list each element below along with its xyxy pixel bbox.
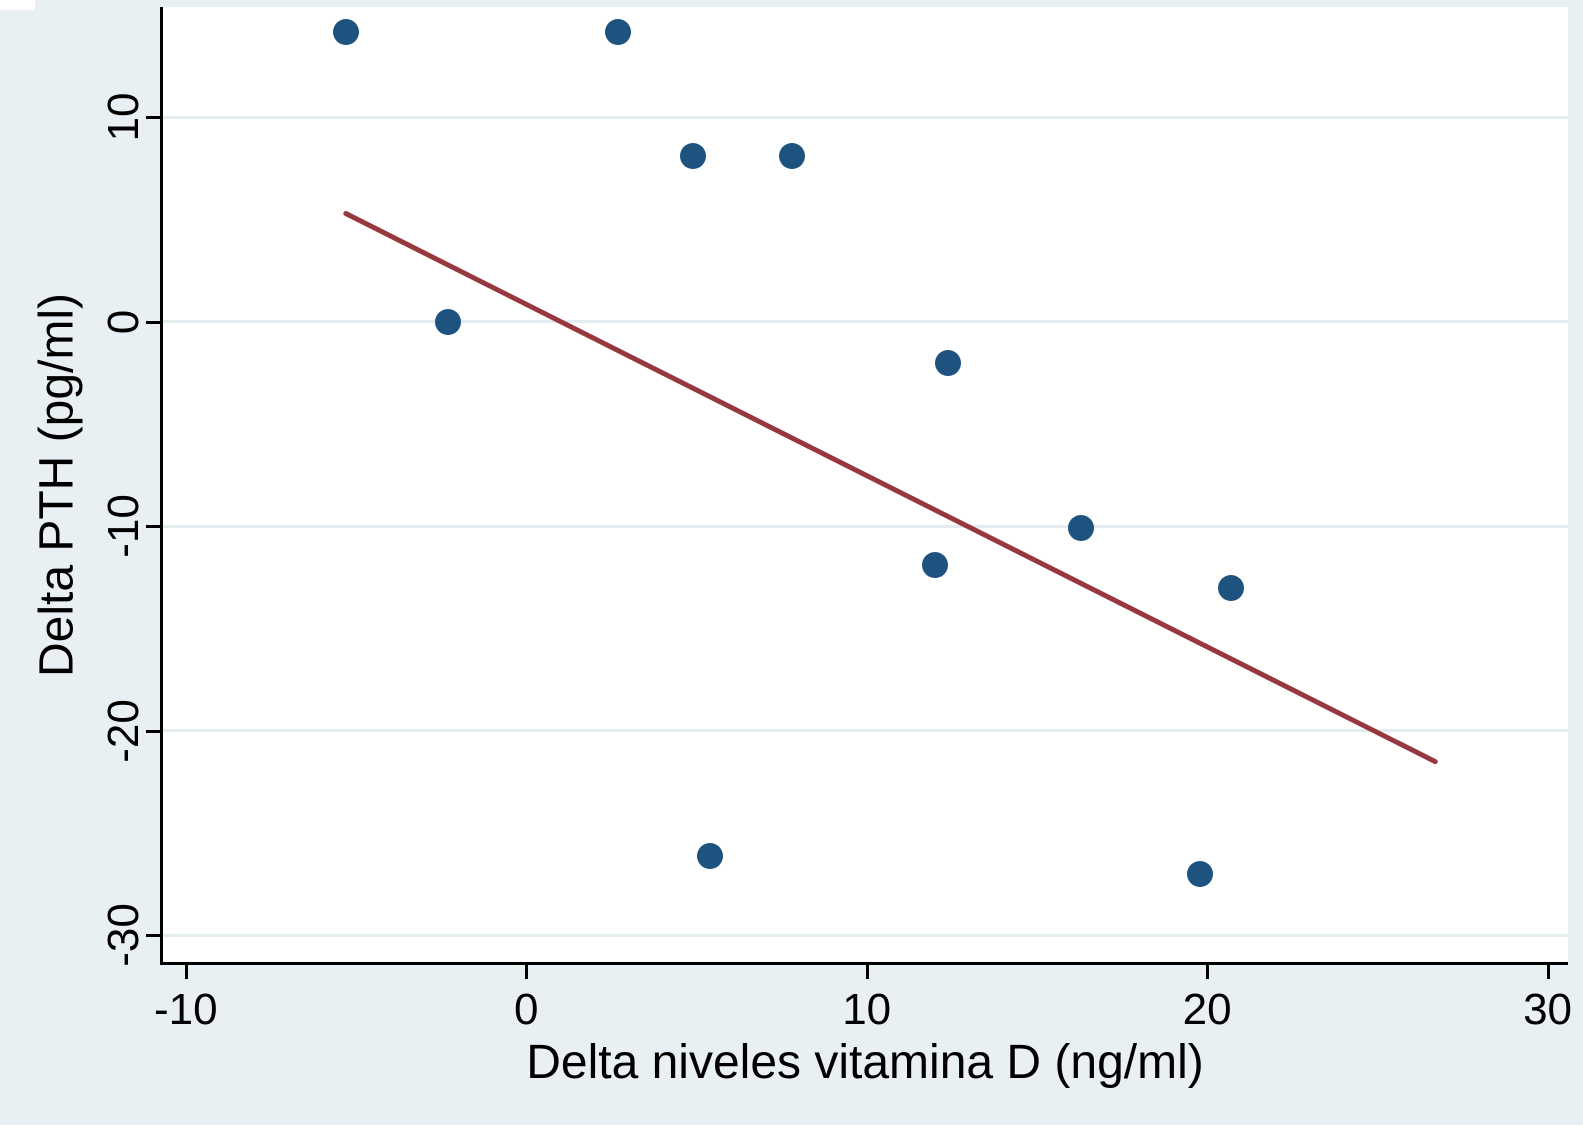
gridline xyxy=(162,729,1568,733)
y-tick-mark xyxy=(146,525,160,529)
gridline xyxy=(162,115,1568,119)
x-tick-mark xyxy=(865,965,869,979)
x-axis-title: Delta niveles vitamina D (ng/ml) xyxy=(526,1036,1204,1089)
y-tick-label: -30 xyxy=(99,903,148,968)
x-tick-mark xyxy=(184,965,188,979)
x-tick-mark xyxy=(525,965,529,979)
y-tick-label: -10 xyxy=(99,494,148,559)
plot-area xyxy=(162,7,1568,962)
y-axis-title: Delta PTH (pg/ml) xyxy=(30,292,84,678)
y-tick-label: -20 xyxy=(99,699,148,763)
x-tick-label: 10 xyxy=(842,985,892,1034)
y-tick-mark xyxy=(146,729,160,733)
top-left-edge-artifact xyxy=(0,0,35,10)
scatter-point xyxy=(434,308,461,335)
scatter-point xyxy=(605,18,632,45)
gridline xyxy=(162,320,1568,324)
x-tick-mark xyxy=(1206,965,1210,979)
fit-line-layer xyxy=(343,211,1438,765)
scatter-point xyxy=(921,552,948,579)
x-tick-mark xyxy=(1546,965,1550,979)
y-tick-mark xyxy=(146,320,160,324)
x-tick-label: 30 xyxy=(1523,985,1573,1034)
scatter-point xyxy=(697,842,724,869)
scatter-point xyxy=(1187,861,1214,888)
scatter-point xyxy=(1068,515,1095,542)
bottom-edge-strip xyxy=(0,1125,1583,1135)
y-tick-mark xyxy=(146,934,160,938)
scatter-point xyxy=(778,143,805,170)
y-tick-label: 0 xyxy=(99,309,148,335)
x-tick-label: 0 xyxy=(514,985,539,1034)
scatter-point xyxy=(1217,574,1244,601)
fit-line xyxy=(343,211,1438,765)
y-tick-label: 10 xyxy=(99,92,148,142)
scatter-point xyxy=(680,143,707,170)
x-tick-label: -10 xyxy=(154,985,218,1034)
y-axis-line xyxy=(160,7,163,965)
scatter-point xyxy=(332,18,359,45)
x-axis-line xyxy=(160,962,1568,965)
scatter-point xyxy=(935,349,962,376)
y-tick-mark xyxy=(146,116,160,120)
gridline xyxy=(162,524,1568,528)
gridline xyxy=(162,933,1568,937)
x-tick-label: 20 xyxy=(1182,985,1232,1034)
